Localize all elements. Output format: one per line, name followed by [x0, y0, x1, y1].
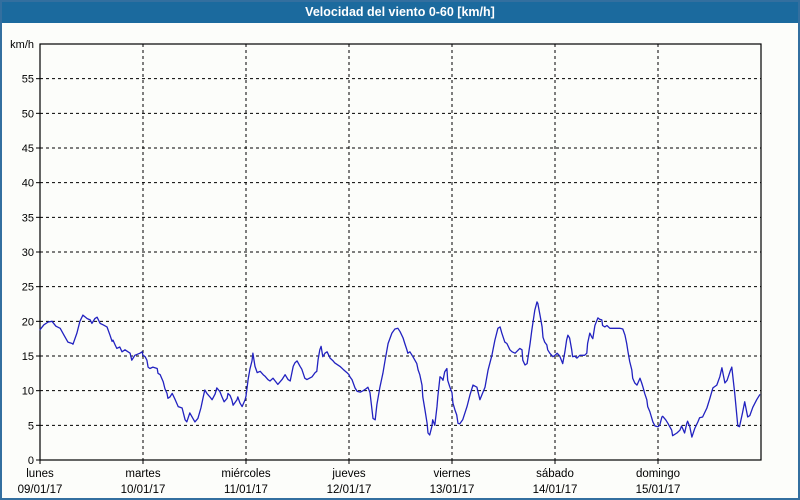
x-day-label: jueves [331, 468, 365, 480]
y-axis-unit-label: km/h [10, 39, 34, 51]
y-tick-label: 50 [22, 108, 34, 120]
y-tick-label: 40 [22, 178, 34, 190]
x-day-label: martes [125, 468, 160, 480]
chart-title-bar: Velocidad del viento 0-60 [km/h] [2, 2, 798, 23]
y-tick-label: 35 [22, 212, 34, 224]
y-tick-label: 55 [22, 74, 34, 86]
x-date-label: 09/01/17 [18, 484, 63, 496]
x-date-label: 12/01/17 [327, 484, 372, 496]
y-tick-label: 5 [28, 420, 34, 432]
wind-speed-line [39, 301, 761, 438]
x-day-label: miércoles [221, 468, 270, 480]
y-tick-label: 0 [28, 455, 34, 467]
x-date-label: 14/01/17 [533, 484, 578, 496]
x-date-label: 11/01/17 [224, 484, 268, 496]
plot-frame [39, 43, 762, 461]
x-day-label: sábado [536, 468, 574, 480]
x-date-label: 13/01/17 [430, 484, 475, 496]
y-tick-label: 15 [22, 351, 34, 363]
x-day-label: domingo [636, 468, 680, 480]
y-tick-label: 25 [22, 282, 34, 294]
x-date-label: 15/01/17 [636, 484, 681, 496]
y-tick-label: 30 [22, 247, 34, 259]
x-day-label: lunes [26, 468, 54, 480]
y-tick-label: 20 [22, 316, 34, 328]
y-tick-label: 45 [22, 143, 34, 155]
x-date-label: 10/01/17 [121, 484, 166, 496]
chart-title: Velocidad del viento 0-60 [km/h] [305, 5, 495, 19]
y-tick-label: 10 [22, 386, 34, 398]
x-day-label: viernes [433, 468, 470, 480]
